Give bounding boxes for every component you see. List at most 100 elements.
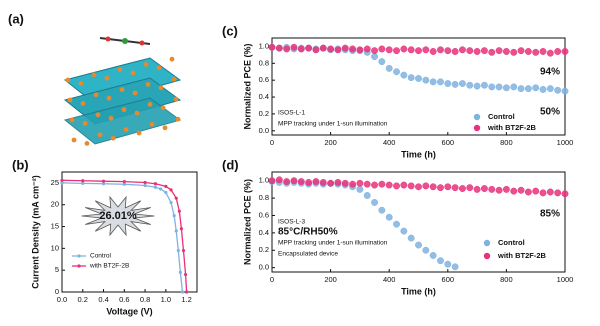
data-point [174,229,178,233]
data-point [422,76,430,84]
data-point [539,48,547,55]
data-point [385,64,393,72]
data-point [495,186,503,194]
atom [149,122,155,127]
data-point [185,290,189,294]
y-tick-label: 0.6 [259,75,269,84]
data-point [524,48,532,55]
starburst [81,195,155,237]
atom [121,107,127,112]
data-point [363,180,371,188]
plot-frame [271,171,566,273]
panel-label: (b) [12,157,29,172]
data-point [437,46,444,54]
y-tick-label: 0.0 [259,126,269,135]
data-point [488,48,496,56]
data-point [415,241,422,249]
y-tick-label: 0.6 [259,210,269,219]
atom [105,36,111,42]
series-line [61,182,184,293]
x-tick-label: 200 [324,275,337,284]
atom [71,137,77,143]
data-point [356,46,364,54]
legend-swatch [483,252,491,260]
atom [104,75,110,81]
data-point [502,84,510,92]
legend-label: Control [488,112,515,121]
data-point [429,78,437,86]
annotation: 26.01% [99,210,137,222]
data-point [356,179,364,187]
data-point [532,187,540,195]
data-point [349,45,357,53]
annotation: ISOS-L-1 [278,110,305,117]
panel-label: (d) [222,157,239,172]
data-point [400,45,408,53]
data-point [546,188,554,196]
data-point [444,260,452,268]
annotation: Encapsulated device [278,251,338,258]
y-tick-label: 1.0 [259,41,269,50]
data-point [122,180,126,184]
data-point [422,46,430,54]
data-point [459,185,466,192]
data-point [334,46,342,54]
data-point [378,180,386,188]
data-point [378,206,386,214]
legend-label: Control [90,253,112,260]
data-point [437,78,444,86]
y-tick-label: 25 [51,178,59,187]
x-tick-label: 600 [442,138,455,147]
plot-frame [271,37,566,136]
y-tick-label: 0.0 [259,263,269,272]
data-point [169,200,173,205]
data-point [275,44,283,52]
atom [122,38,128,44]
data-point [101,179,106,183]
data-point [180,290,185,294]
atom [158,85,164,91]
legend-swatch [77,264,81,268]
data-point [459,46,466,54]
data-point [385,46,393,54]
data-point [371,47,378,55]
atom [160,105,166,111]
data-point [473,82,481,90]
data-point [539,189,547,197]
data-point [422,246,430,254]
atom [171,76,177,82]
legend-label: with BT2F-2B [89,263,129,270]
data-point [101,182,106,186]
y-axis-title: Normalized PCE (%) [242,179,252,265]
data-point [488,185,496,193]
data-point [349,180,357,188]
x-tick-label: 0.6 [119,295,129,304]
data-point [524,188,532,196]
atom [95,112,101,118]
atom [136,130,142,136]
x-tick-label: 400 [383,275,396,284]
data-point [341,179,349,187]
data-point [539,86,547,93]
y-axis-title: Current Density (mA cm⁻²) [30,175,40,288]
x-tick-label: 0.4 [98,295,108,304]
data-point [532,84,540,92]
data-point [341,44,349,52]
data-point [510,187,518,195]
data-point [297,45,305,53]
annotation: 85°C/RH50% [278,227,338,238]
data-point [81,181,85,185]
data-point [176,248,180,253]
atom [93,92,99,98]
data-point [371,181,378,189]
data-point [275,176,283,184]
series-line [61,179,188,293]
x-axis-title: Voltage (V) [106,306,152,316]
data-point [153,182,158,186]
data-point [312,178,320,186]
data-point [283,178,291,186]
atom [123,127,129,132]
atom [110,135,116,141]
legend-swatch [483,239,491,247]
